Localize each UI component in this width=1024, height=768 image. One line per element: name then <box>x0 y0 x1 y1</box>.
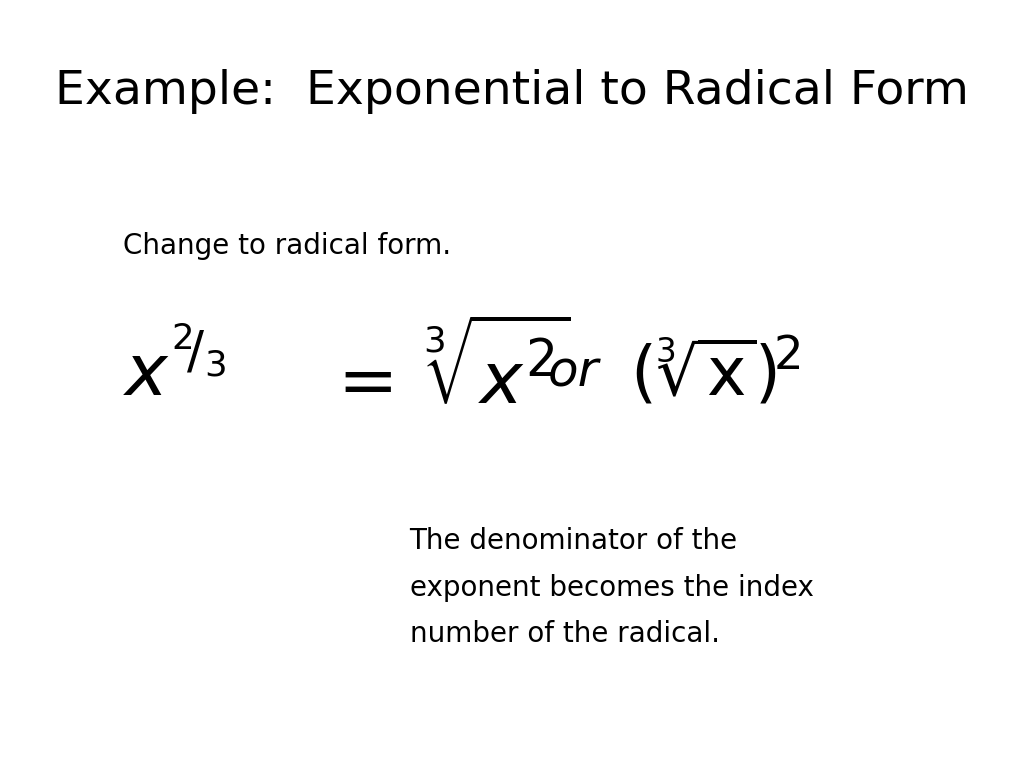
Text: $\mathit{x}^{^{2}\!/_{3}}$: $\mathit{x}^{^{2}\!/_{3}}$ <box>123 334 226 411</box>
Text: exponent becomes the index: exponent becomes the index <box>410 574 813 601</box>
Text: The denominator of the: The denominator of the <box>410 528 737 555</box>
Text: $=\,\sqrt[3]{x^{2}}$: $=\,\sqrt[3]{x^{2}}$ <box>323 325 570 420</box>
Text: Example:  Exponential to Radical Form: Example: Exponential to Radical Form <box>55 69 969 114</box>
Text: Change to radical form.: Change to radical form. <box>123 232 451 260</box>
Text: number of the radical.: number of the radical. <box>410 620 720 647</box>
Text: $\left(\sqrt[3]{\mathrm{x}}\right)^{\!2}$: $\left(\sqrt[3]{\mathrm{x}}\right)^{\!2}… <box>630 336 800 409</box>
Text: or: or <box>548 349 599 396</box>
